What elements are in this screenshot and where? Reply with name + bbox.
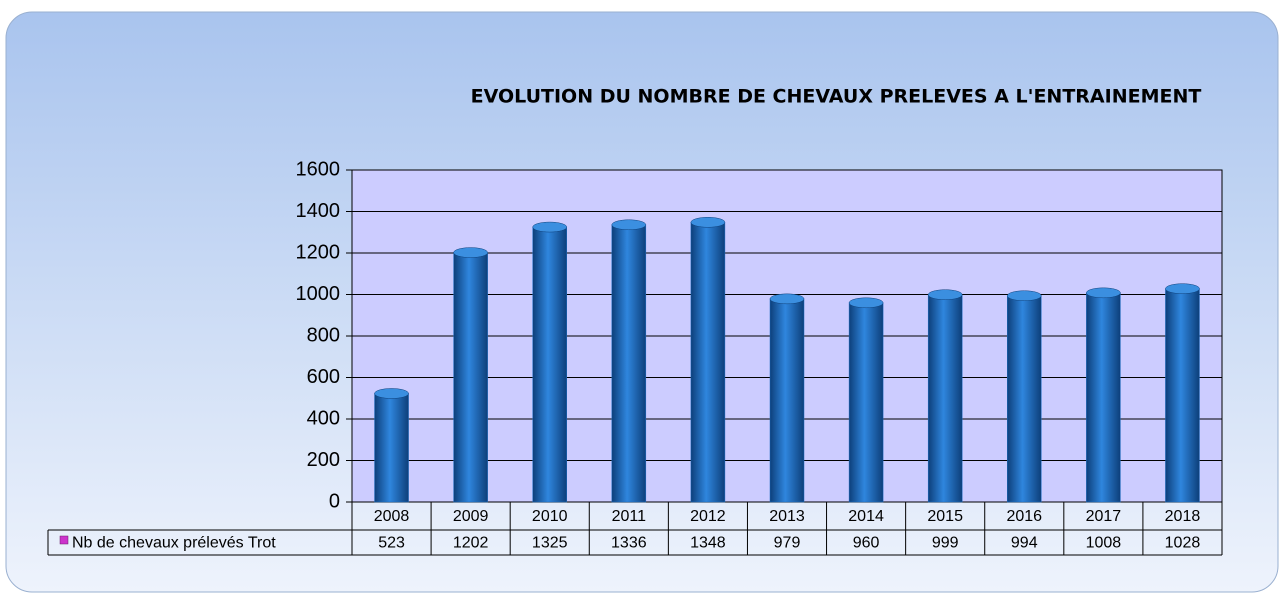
x-tick-label: 2012	[690, 508, 726, 525]
bar	[927, 294, 963, 503]
bar-cap	[690, 217, 726, 228]
bar	[374, 393, 409, 503]
y-tick-label: 400	[307, 407, 340, 429]
bar	[690, 222, 726, 503]
y-tick-label: 1000	[296, 283, 341, 305]
x-tick-label: 2010	[532, 508, 568, 525]
table-value: 523	[378, 535, 405, 552]
bar	[611, 224, 647, 503]
x-tick-label: 2018	[1165, 508, 1201, 525]
bar-cap	[769, 293, 805, 305]
x-tick-label: 2011	[612, 508, 647, 525]
bar-cap	[1165, 283, 1200, 294]
bar	[532, 226, 567, 503]
table-value: 979	[774, 535, 801, 552]
table-value: 999	[932, 535, 959, 552]
x-tick-label: 2014	[848, 508, 884, 525]
bar-cap	[927, 289, 963, 300]
x-tick-label: 2009	[453, 508, 489, 525]
bar	[1007, 295, 1042, 503]
table-value: 1336	[611, 535, 647, 552]
bar-cap	[1007, 290, 1042, 301]
y-tick-label: 600	[307, 366, 340, 388]
x-tick-label: 2013	[769, 508, 805, 525]
y-tick-label: 1400	[296, 200, 341, 222]
table-value: 1202	[453, 535, 489, 552]
table-value: 994	[1011, 535, 1038, 552]
bar-cap	[532, 221, 567, 233]
y-tick-label: 1600	[296, 158, 341, 180]
bar	[453, 252, 488, 503]
legend-label: Nb de chevaux prélevés Trot	[72, 535, 276, 552]
x-tick-label: 2015	[927, 508, 963, 525]
bar-cap	[453, 247, 488, 258]
y-tick-label: 800	[307, 324, 340, 346]
bar-cap	[611, 219, 647, 231]
table-value: 1348	[690, 535, 726, 552]
bar-cap	[1086, 287, 1121, 299]
y-tick-label: 0	[329, 490, 340, 512]
bar-cap	[848, 297, 884, 309]
x-tick-label: 2016	[1006, 508, 1042, 525]
y-tick-label: 200	[307, 449, 340, 471]
x-tick-label: 2017	[1086, 508, 1122, 525]
bar	[1086, 292, 1121, 503]
table-value: 960	[853, 535, 880, 552]
table-value: 1028	[1165, 535, 1201, 552]
bar	[769, 298, 805, 503]
bar	[1165, 288, 1200, 503]
table-value: 1325	[532, 535, 568, 552]
y-tick-label: 1200	[296, 241, 341, 263]
x-tick-label: 2008	[374, 508, 410, 525]
legend-marker	[59, 535, 69, 545]
chart-title: EVOLUTION DU NOMBRE DE CHEVAUX PRELEVES …	[471, 86, 1202, 108]
bar	[848, 302, 884, 503]
table-value: 1008	[1086, 535, 1122, 552]
bar-cap	[374, 388, 409, 399]
